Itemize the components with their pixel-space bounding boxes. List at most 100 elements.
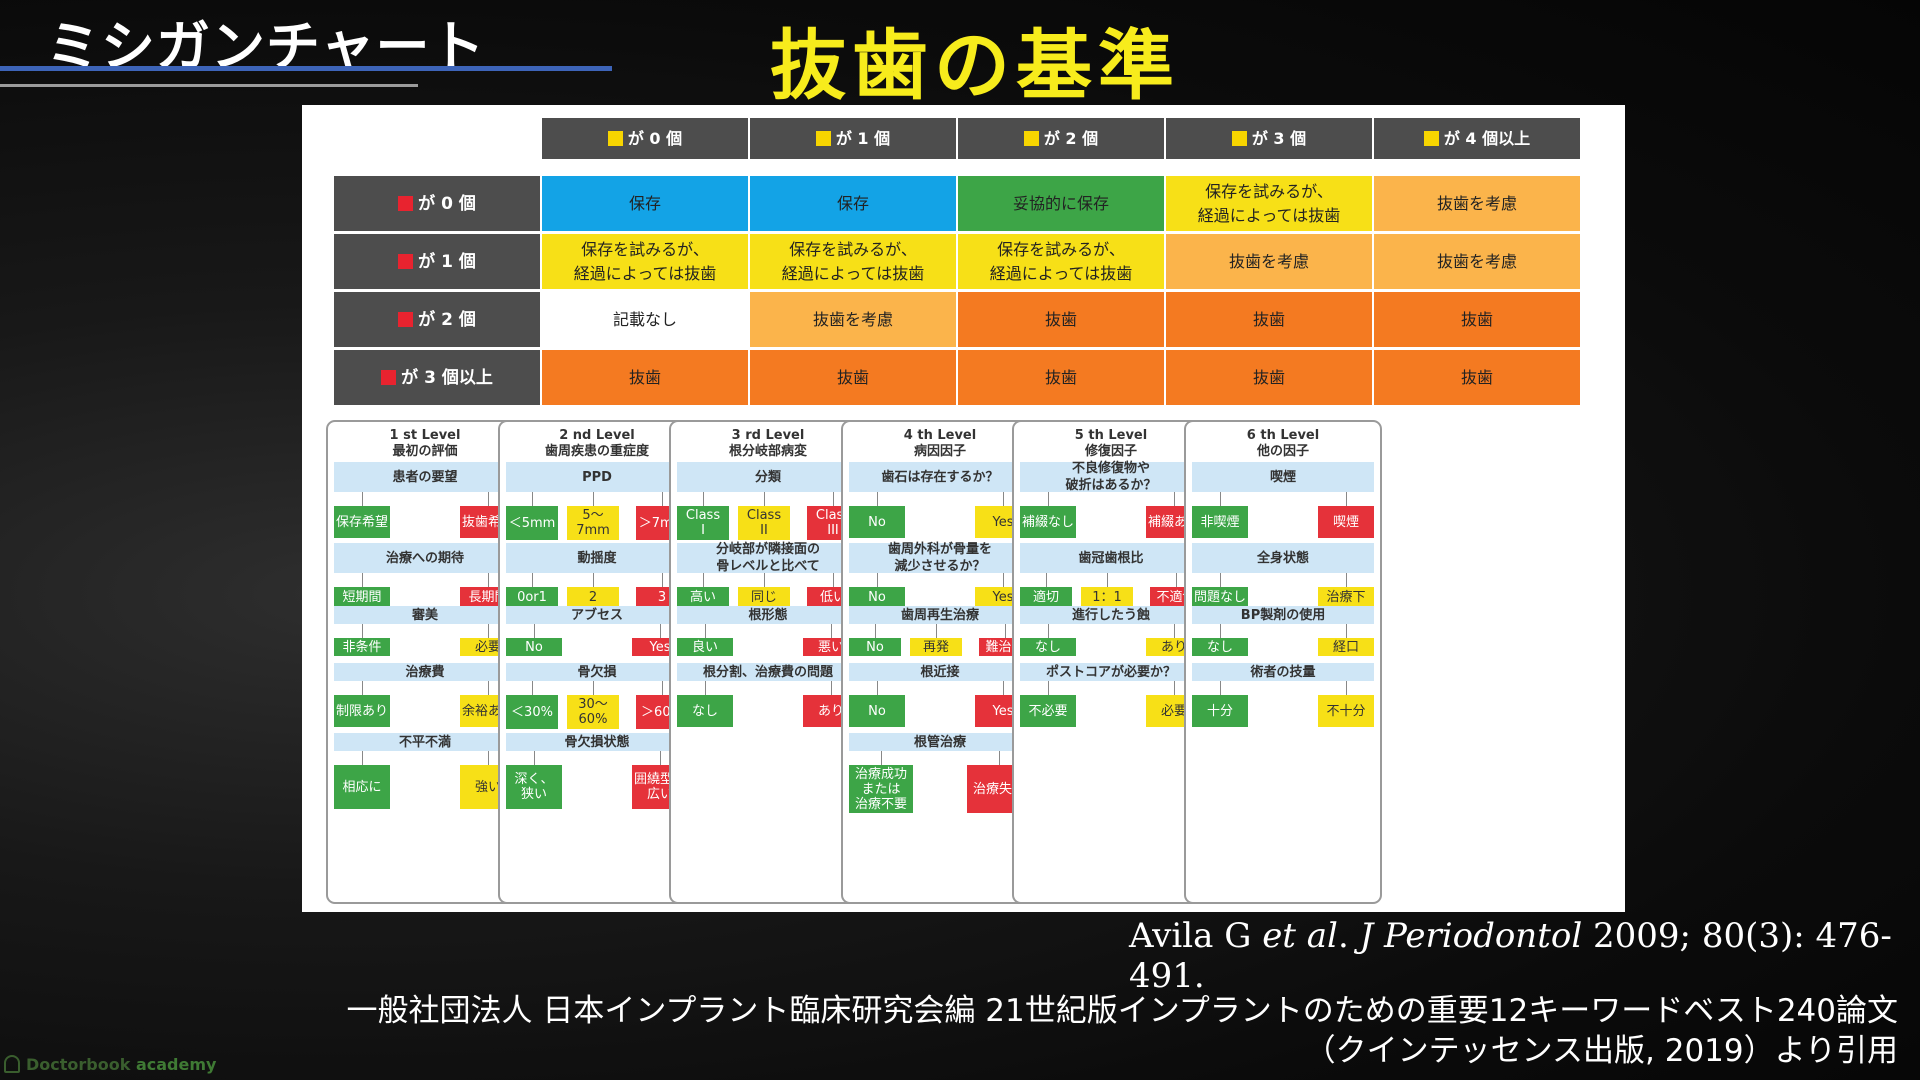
- matrix-cell: 抜歯: [1374, 292, 1580, 347]
- source-line-1: 一般社団法人 日本インプラント臨床研究会編 21世紀版インプラントのための重要1…: [346, 993, 1898, 1029]
- matrix-cell: 保存: [750, 176, 956, 231]
- logo-icon: [4, 1055, 20, 1073]
- level-answer: No: [849, 638, 901, 656]
- level-answer: 喫煙: [1318, 506, 1374, 538]
- level-answer: 良い: [677, 638, 733, 656]
- answer-connector: [703, 573, 704, 587]
- matrix-row: が 1 個保存を試みるが、 経過によっては抜歯 保存を試みるが、 経過によっては抜歯保…: [334, 234, 1582, 292]
- citation: Avila G et al. J Periodontol 2009; 80(3)…: [1129, 916, 1892, 996]
- answer-connector: [831, 681, 832, 695]
- answer-connector: [999, 751, 1000, 765]
- matrix-col-header: が 0 個: [542, 118, 748, 159]
- answer-connector: [764, 573, 765, 587]
- answer-connector: [1346, 624, 1347, 638]
- matrix-cell: 抜歯を考慮: [750, 292, 956, 347]
- citation-details: 2009; 80(3): 476-491.: [1129, 916, 1892, 996]
- level-answer: 十分: [1192, 695, 1248, 727]
- level-answer: 治療下: [1318, 587, 1374, 607]
- answer-connector: [1346, 681, 1347, 695]
- logo-suffix: academy: [135, 1055, 217, 1074]
- answer-connector: [532, 492, 533, 506]
- level-answer: 保存希望: [334, 506, 390, 538]
- level-answer: ＜30%: [506, 695, 558, 729]
- level-question: 根分割、治療費の問題: [677, 663, 859, 681]
- level-answer: 相応に: [334, 765, 390, 809]
- level-answer: 適切: [1020, 587, 1072, 607]
- answer-connector: [1220, 681, 1221, 695]
- level-answer: 不必要: [1020, 695, 1076, 727]
- level-answer: Class I: [677, 506, 729, 540]
- slide-title: 抜歯の基準: [770, 21, 1180, 110]
- matrix-cell: 抜歯: [1166, 292, 1372, 347]
- answer-connector: [705, 624, 706, 638]
- level-answer: 1：1: [1081, 587, 1133, 607]
- level-answer: 同じ: [738, 587, 790, 607]
- answer-connector: [593, 573, 594, 587]
- decision-matrix: が 0 個が 1 個が 2 個が 3 個が 4 個以上が 0 個保存 保存 妥協的に…: [334, 118, 1582, 408]
- answer-connector: [534, 624, 535, 638]
- level-question: 歯石は存在するか？: [849, 462, 1031, 492]
- level-question: 分類: [677, 462, 859, 492]
- answer-connector: [532, 681, 533, 695]
- answer-connector: [362, 624, 363, 638]
- answer-connector: [936, 624, 937, 638]
- answer-connector: [488, 624, 489, 638]
- answer-connector: [1048, 492, 1049, 506]
- answer-connector: [1176, 573, 1177, 587]
- matrix-cell: 保存を試みるが、 経過によっては抜歯: [750, 234, 956, 289]
- level-answer: No: [849, 587, 905, 607]
- level-answer: Class II: [738, 506, 790, 540]
- answer-connector: [362, 492, 363, 506]
- brand-logo: Doctorbook academy: [4, 1055, 216, 1074]
- answer-connector: [877, 681, 878, 695]
- answer-connector: [593, 681, 594, 695]
- matrix-corner: [334, 118, 540, 173]
- source-line-2: （クインテッセンス出版, 2019）より引用: [1304, 1033, 1898, 1069]
- matrix-row-header: が 3 個以上: [334, 350, 540, 405]
- answer-connector: [662, 492, 663, 506]
- level-answer: 深く、 狭い: [506, 765, 562, 809]
- answer-connector: [875, 624, 876, 638]
- answer-connector: [1003, 492, 1004, 506]
- level-title: 4 th Level 病因因子: [903, 428, 977, 459]
- level-title: 5 th Level 修復因子: [1074, 428, 1148, 459]
- answer-connector: [764, 492, 765, 506]
- level-tree: 4 th Level 病因因子 歯石は存在するか？ No Yes 歯周外科が骨量を 減少させ…: [841, 420, 1039, 904]
- matrix-cell: 抜歯を考慮: [1166, 234, 1372, 289]
- yellow-square-icon: [1231, 131, 1247, 146]
- yellow-square-icon: [607, 131, 623, 146]
- matrix-cell: 保存を試みるが、 経過によっては抜歯: [958, 234, 1164, 289]
- title-underline-gray: [0, 84, 418, 87]
- answer-connector: [1174, 624, 1175, 638]
- level-question: 分岐部が隣接面の 骨レベルと比べて: [677, 542, 859, 574]
- level-answer: 2: [567, 587, 619, 607]
- level-question: 歯周再生治療: [849, 606, 1031, 624]
- level-answer: なし: [677, 695, 733, 727]
- answer-connector: [877, 492, 878, 506]
- level-tree: 5 th Level 修復因子 不良修復物や 破折はあるか？ 補綴なし 補綴あり 歯冠歯根比…: [1012, 420, 1210, 904]
- level-question: BP製剤の使用: [1192, 606, 1374, 624]
- answer-connector: [1048, 681, 1049, 695]
- level-question: 進行したう蝕: [1020, 606, 1202, 624]
- level-question: 喫煙: [1192, 462, 1374, 492]
- level-question: 根形態: [677, 606, 859, 624]
- answer-connector: [534, 751, 535, 765]
- level-answer: 不十分: [1318, 695, 1374, 727]
- matrix-cell: 保存を試みるが、 経過によっては抜歯: [1166, 176, 1372, 231]
- matrix-cell: 抜歯: [750, 350, 956, 405]
- level-answer: 問題なし: [1192, 587, 1248, 607]
- answer-connector: [362, 573, 363, 587]
- level-question: 歯周外科が骨量を 減少させるか？: [849, 542, 1031, 574]
- red-square-icon: [398, 254, 414, 269]
- answer-connector: [662, 573, 663, 587]
- answer-connector: [833, 573, 834, 587]
- level-answer: 制限あり: [334, 695, 390, 727]
- level-answer: 治療成功 または 治療不要: [849, 765, 913, 813]
- answer-connector: [1220, 492, 1221, 506]
- level-answer: No: [849, 506, 905, 538]
- matrix-col-header: が 4 個以上: [1374, 118, 1580, 159]
- answer-connector: [831, 624, 832, 638]
- answer-connector: [1174, 492, 1175, 506]
- level-answer: 非喫煙: [1192, 506, 1248, 538]
- matrix-row-header: が 1 個: [334, 234, 540, 289]
